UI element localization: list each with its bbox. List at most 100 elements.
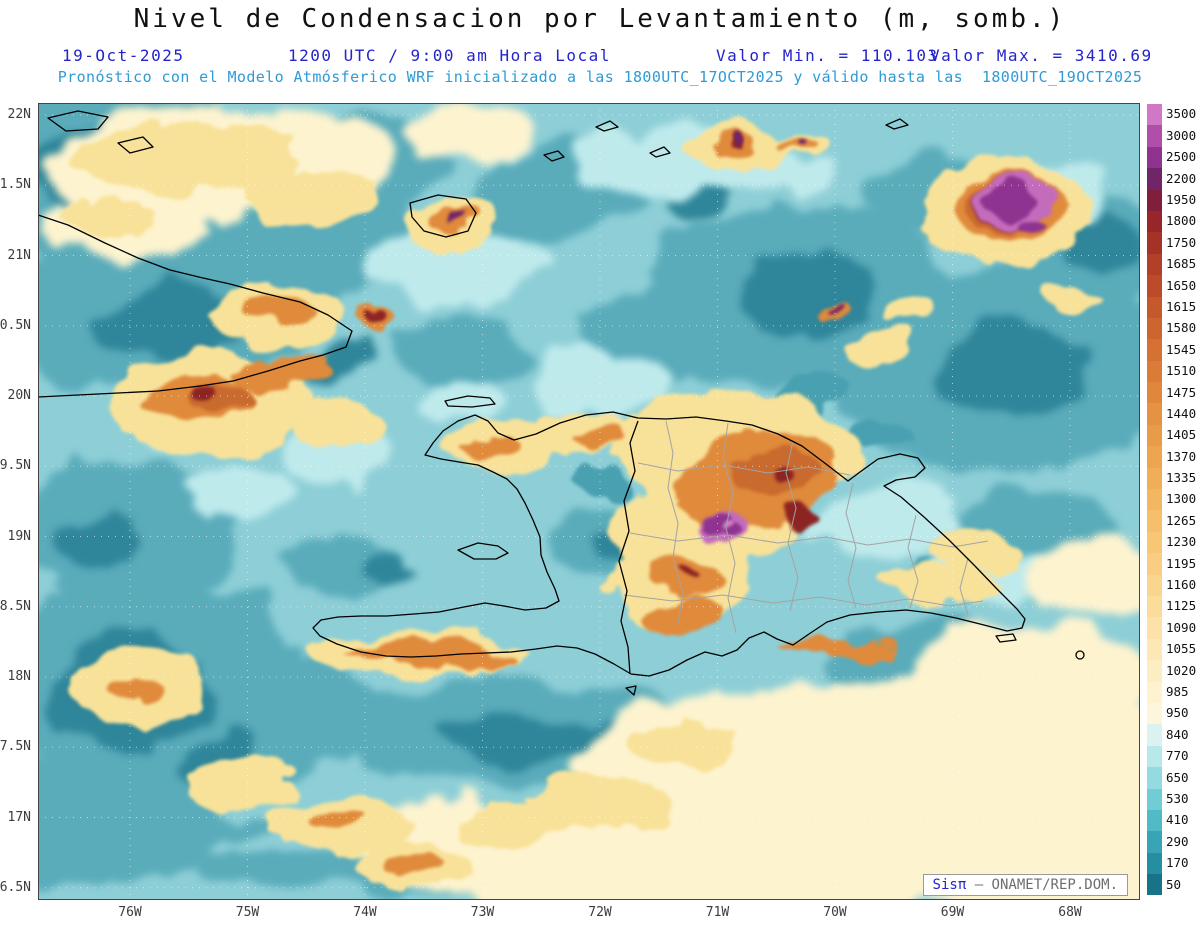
coastline-cuba [38, 214, 353, 398]
y-axis-label: 1.5N [0, 177, 31, 193]
colorbar-swatch [1147, 638, 1162, 661]
y-axis-label: 19N [7, 528, 31, 544]
colorbar-swatch [1147, 467, 1162, 490]
colorbar-entry: 530 [1147, 788, 1200, 810]
colorbar-swatch [1147, 510, 1162, 532]
y-axis-label: 17N [7, 809, 31, 825]
colorbar-entry: 170 [1147, 852, 1200, 875]
colorbar-entry: 290 [1147, 831, 1200, 853]
island-dark-teal-layer [568, 375, 973, 589]
colorbar-value: 1020 [1166, 662, 1197, 678]
colorbar-value: 3500 [1166, 106, 1197, 122]
colorbar-entry: 1020 [1147, 660, 1200, 682]
colorbar-entry: 1160 [1147, 574, 1200, 596]
colorbar-entry: 1265 [1147, 510, 1200, 532]
island-bahamas-1 [47, 110, 109, 132]
colorbar-value: 1475 [1166, 384, 1197, 400]
colorbar-swatch [1147, 531, 1162, 554]
colorbar-entry: 1370 [1147, 446, 1200, 468]
colorbar-swatch [1147, 852, 1162, 875]
colorbar-swatch [1147, 617, 1162, 639]
colorbar-entry: 1195 [1147, 553, 1200, 575]
colorbar-value: 530 [1166, 790, 1189, 806]
map-frame [38, 103, 1140, 900]
min-value-label: Valor Min. = 110.103 [716, 46, 939, 65]
colorbar-swatch [1147, 595, 1162, 618]
island-small-3 [649, 146, 671, 158]
x-axis-label: 76W [118, 905, 142, 920]
colorbar-value: 1580 [1166, 320, 1197, 336]
border-haiti-dr [618, 420, 639, 675]
colorbar-entry: 3500 [1147, 104, 1200, 126]
colorbar-entry: 1125 [1147, 595, 1200, 618]
forecast-time: 1200 UTC / 9:00 am Hora Local [288, 46, 611, 65]
colorbar-entry: 1800 [1147, 210, 1200, 233]
colorbar-swatch [1147, 403, 1162, 425]
colorbar-entry: 770 [1147, 745, 1200, 768]
colorbar-entry: 1475 [1147, 382, 1200, 404]
colorbar-value: 2500 [1166, 149, 1197, 165]
colorbar-swatch [1147, 146, 1162, 169]
colorbar-entry: 1750 [1147, 232, 1200, 254]
colorbar-swatch [1147, 168, 1162, 190]
colorbar-value: 1545 [1166, 341, 1197, 357]
island-gonave [457, 542, 509, 560]
colorbar-swatch [1147, 339, 1162, 361]
colorbar-entry: 1685 [1147, 253, 1200, 276]
y-axis-label: 9.5N [0, 458, 31, 474]
colorbar-value: 50 [1166, 876, 1182, 892]
island-small-2 [595, 120, 619, 132]
colorbar-swatch [1147, 360, 1162, 383]
colorbar-value: 1055 [1166, 641, 1197, 657]
page-title: Nivel de Condensacion por Levantamiento … [133, 4, 1067, 34]
colorbar-value: 650 [1166, 769, 1189, 785]
colorbar-value: 1440 [1166, 405, 1197, 421]
header-line: 19-Oct-2025 1200 UTC / 9:00 am Hora Loca… [0, 46, 1200, 66]
colorbar-entry: 1615 [1147, 296, 1200, 318]
y-axis-label: 8.5N [0, 598, 31, 614]
colorbar-entry: 1335 [1147, 467, 1200, 490]
x-axis-label: 72W [588, 905, 612, 920]
max-value-label: Valor Max. = 3410.69 [930, 46, 1153, 65]
colorbar-entry: 3000 [1147, 125, 1200, 147]
colorbar-value: 1160 [1166, 577, 1197, 593]
colorbar-swatch [1147, 767, 1162, 789]
colorbar-entry: 1300 [1147, 489, 1200, 511]
colorbar-swatch [1147, 724, 1162, 746]
province-borders [623, 420, 989, 634]
x-axis-label: 74W [353, 905, 377, 920]
colorbar-value: 950 [1166, 705, 1189, 721]
colorbar-value: 770 [1166, 748, 1189, 764]
colorbar-value: 1405 [1166, 427, 1197, 443]
x-axis-label: 73W [470, 905, 495, 920]
colorbar-swatch [1147, 189, 1162, 211]
colorbar-entry: 1510 [1147, 360, 1200, 383]
x-axis-label: 68W [1058, 905, 1082, 920]
colorbar-entry: 1055 [1147, 638, 1200, 661]
colorbar-entry: 1090 [1147, 617, 1200, 639]
colorbar-swatch [1147, 574, 1162, 596]
map-canvas [38, 103, 1140, 900]
colorbar-value: 1685 [1166, 256, 1197, 272]
colorbar-swatch [1147, 809, 1162, 832]
colorbar-value: 290 [1166, 833, 1189, 849]
colorbar-swatch [1147, 831, 1162, 853]
colorbar-value: 1800 [1166, 213, 1197, 229]
colorbar-swatch [1147, 788, 1162, 810]
colorbar-entry: 1405 [1147, 424, 1200, 447]
colorbar-swatch [1147, 104, 1162, 126]
colorbar-entry: 2200 [1147, 168, 1200, 190]
y-axis-label: 6.5N [0, 879, 31, 895]
coastlines [38, 110, 1085, 696]
colorbar-swatch [1147, 382, 1162, 404]
colorbar-swatch [1147, 232, 1162, 254]
colorbar-value: 1615 [1166, 298, 1197, 314]
colorbar-swatch [1147, 745, 1162, 768]
colorbar-value: 1650 [1166, 277, 1197, 293]
colorbar-value: 1230 [1166, 534, 1197, 550]
x-axis-label: 71W [705, 905, 730, 920]
colorbar-swatch [1147, 210, 1162, 233]
colorbar-value: 1510 [1166, 363, 1197, 379]
colorbar-swatch [1147, 702, 1162, 725]
colorbar-value: 170 [1166, 855, 1189, 871]
